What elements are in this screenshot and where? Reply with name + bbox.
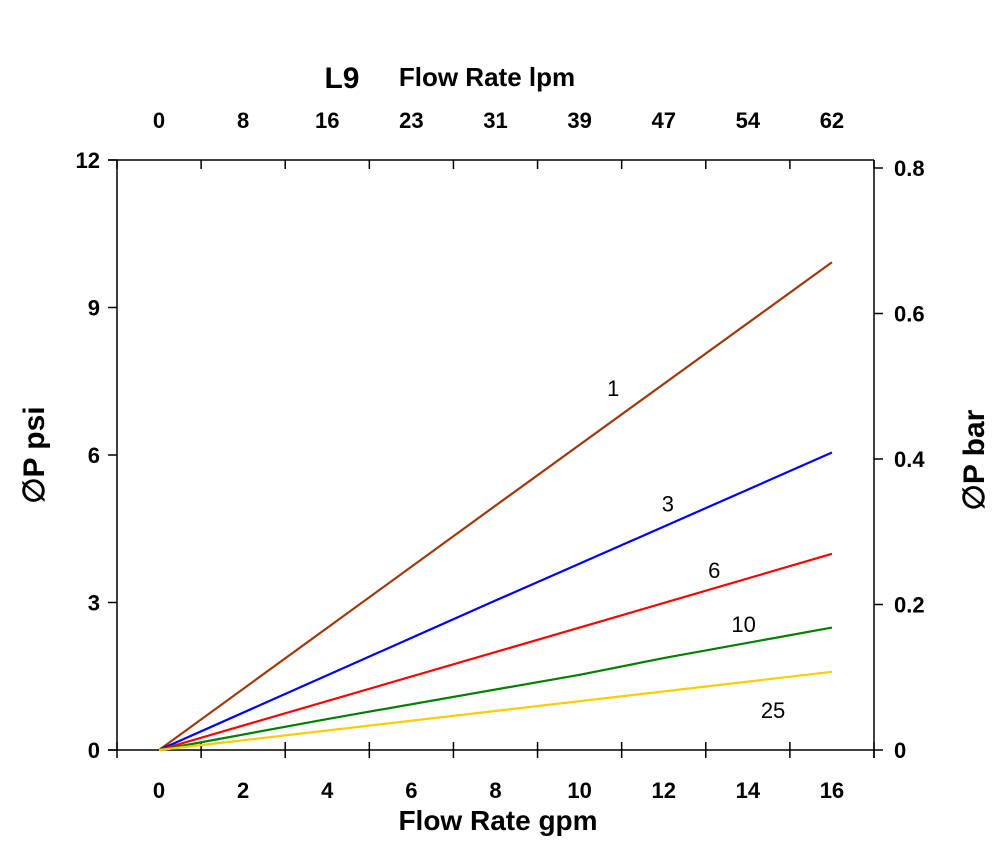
y-tick-label-left: 9 [88,296,100,321]
series-line-1 [158,261,833,751]
x-tick-label: 14 [736,778,761,803]
y-tick-label-right: 0.2 [894,593,925,618]
top-tick-label: 8 [237,108,249,133]
y-tick-label-left: 3 [88,591,100,616]
x-tick-label: 16 [820,778,844,803]
top-tick-label: 47 [651,108,675,133]
top-tick-label: 54 [736,108,761,133]
y-tick-label-left: 6 [88,443,100,468]
y-tick-label-right: 0.4 [894,447,925,472]
series-line-25 [158,670,833,752]
x-tick-label: 4 [321,778,334,803]
x-tick-label: 10 [567,778,591,803]
top-tick-label: 23 [399,108,423,133]
y-tick-label-right: 0 [894,738,906,763]
y-axis-title-right: ∅P bar [958,409,991,510]
y-tick-label-right: 0.8 [894,156,925,181]
x-tick-label: 0 [153,778,165,803]
top-axis-title: Flow Rate lpm [399,62,575,92]
top-tick-label: 62 [820,108,844,133]
x-tick-label: 2 [237,778,249,803]
y-tick-label-right: 0.6 [894,302,925,327]
y-tick-label-left: 12 [76,148,100,173]
series-line-3 [158,451,833,752]
x-axis-title: Flow Rate gpm [398,805,597,836]
series-label: 3 [662,492,674,517]
y-axis-title-left: ∅P psi [18,406,51,503]
top-tick-label: 16 [315,108,339,133]
series-label: 25 [761,698,785,723]
series-line-6 [158,552,833,752]
series-label: 1 [607,376,619,401]
y-tick-label-left: 0 [88,738,100,763]
series-line-10 [158,626,833,752]
x-tick-label: 8 [489,778,501,803]
x-tick-label: 6 [405,778,417,803]
series-label: 10 [731,612,755,637]
top-title-prefix: L9 [324,62,359,95]
x-tick-label: 12 [651,778,675,803]
top-tick-label: 39 [567,108,591,133]
top-tick-label: 31 [483,108,507,133]
series-label: 6 [708,558,720,583]
top-tick-label: 0 [153,108,165,133]
